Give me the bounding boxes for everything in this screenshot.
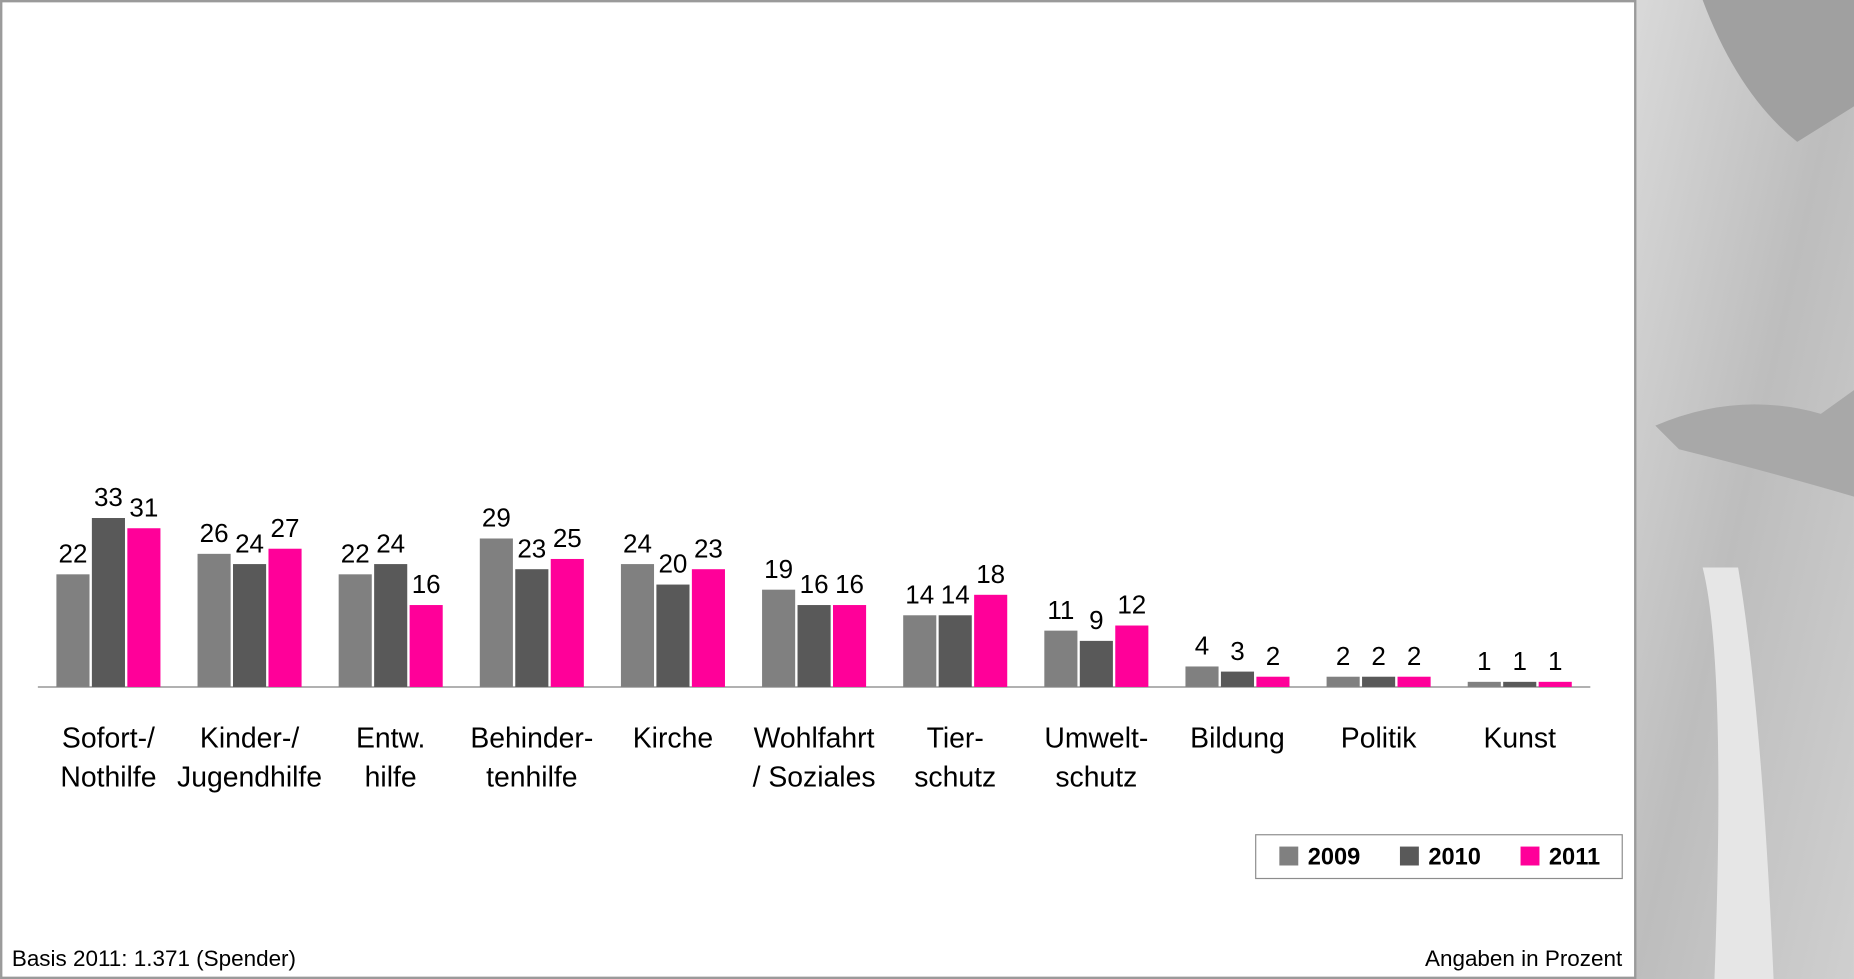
value-label: 16 — [412, 569, 441, 599]
legend-label: 2010 — [1428, 844, 1481, 870]
value-label: 1 — [1513, 646, 1527, 676]
x-tick-label-line: Nothilfe — [60, 761, 156, 793]
bar — [1221, 672, 1254, 687]
x-tick-label: Kirche — [633, 722, 713, 754]
value-label: 16 — [835, 569, 864, 599]
legend-label: 2011 — [1549, 844, 1600, 870]
bar — [1539, 682, 1572, 687]
bar — [798, 605, 831, 687]
x-tick-label-line: schutz — [914, 761, 996, 793]
bar — [1185, 666, 1218, 686]
legend-swatch — [1279, 847, 1298, 866]
value-label: 31 — [129, 492, 158, 522]
bar — [939, 615, 972, 687]
bar — [551, 559, 584, 687]
screen: Basis 2011: 1.371 (Spender) Angaben in P… — [0, 0, 1854, 979]
bar — [374, 564, 407, 687]
value-label: 24 — [376, 528, 405, 558]
bar — [480, 538, 513, 686]
value-label: 27 — [271, 513, 300, 543]
bar — [1256, 677, 1289, 687]
bar — [903, 615, 936, 687]
value-label: 2 — [1336, 641, 1350, 671]
value-label: 3 — [1230, 636, 1244, 666]
value-label: 2 — [1407, 641, 1421, 671]
value-label: 22 — [58, 538, 87, 568]
x-tick-label-line: tenhilfe — [486, 761, 577, 793]
footnote: Basis 2011: 1.371 (Spender) — [12, 946, 296, 971]
value-label: 25 — [553, 523, 582, 553]
bar — [1398, 677, 1431, 687]
bar — [1044, 631, 1077, 687]
bar — [1327, 677, 1360, 687]
bar — [762, 590, 795, 687]
bar — [56, 574, 89, 687]
footnote: Angaben in Prozent — [1425, 946, 1623, 971]
x-tick-label-line: Jugendhilfe — [177, 761, 322, 793]
bar — [833, 605, 866, 687]
bar — [233, 564, 266, 687]
bar — [1115, 626, 1148, 687]
value-label: 26 — [200, 518, 229, 548]
bar — [1503, 682, 1536, 687]
x-tick-label-line: Kunst — [1483, 722, 1556, 754]
x-tick-label-line: Tier- — [927, 722, 984, 754]
legend-swatch — [1400, 847, 1419, 866]
bar — [621, 564, 654, 687]
value-label: 29 — [482, 503, 511, 533]
value-label: 20 — [658, 549, 687, 579]
x-tick-label-line: hilfe — [365, 761, 417, 793]
slide-frame — [1, 1, 1635, 978]
x-tick-label: Kunst — [1483, 722, 1556, 754]
value-label: 11 — [1047, 595, 1074, 625]
x-tick-label-line: / Soziales — [753, 761, 876, 793]
x-tick-label: Bildung — [1190, 722, 1285, 754]
value-label: 24 — [623, 528, 652, 558]
bar — [1362, 677, 1395, 687]
value-label: 19 — [764, 554, 793, 584]
bar — [1080, 641, 1113, 687]
x-tick-label-line: Kinder-/ — [200, 722, 299, 754]
value-label: 18 — [976, 559, 1005, 589]
value-label: 1 — [1548, 646, 1562, 676]
x-tick-label-line: Kirche — [633, 722, 713, 754]
value-label: 16 — [800, 569, 829, 599]
bar — [127, 528, 160, 687]
x-tick-label-line: Sofort-/ — [62, 722, 155, 754]
bar — [692, 569, 725, 687]
value-label: 1 — [1477, 646, 1491, 676]
bar — [339, 574, 372, 687]
x-tick-label-line: Politik — [1341, 722, 1417, 754]
x-tick-label-line: Bildung — [1190, 722, 1285, 754]
bar — [515, 569, 548, 687]
bar — [974, 595, 1007, 687]
bar — [656, 585, 689, 687]
value-label: 14 — [905, 579, 934, 609]
x-tick-label-line: schutz — [1055, 761, 1137, 793]
value-label: 33 — [94, 482, 123, 512]
bar — [410, 605, 443, 687]
value-label: 24 — [235, 528, 264, 558]
bar — [92, 518, 125, 687]
bar — [198, 554, 231, 687]
legend-label: 2009 — [1308, 844, 1361, 870]
x-tick-label-line: Behinder- — [470, 722, 593, 754]
value-label: 14 — [941, 579, 970, 609]
value-label: 23 — [694, 533, 723, 563]
value-label: 2 — [1266, 641, 1280, 671]
value-label: 4 — [1195, 631, 1209, 661]
value-label: 12 — [1117, 590, 1146, 620]
bar — [1468, 682, 1501, 687]
x-tick-label: Politik — [1341, 722, 1417, 754]
x-tick-label-line: Umwelt- — [1044, 722, 1148, 754]
x-tick-label-line: Wohlfahrt — [754, 722, 875, 754]
bar — [268, 549, 301, 687]
value-label: 9 — [1089, 605, 1103, 635]
x-tick-label-line: Entw. — [356, 722, 425, 754]
value-label: 2 — [1371, 641, 1385, 671]
value-label: 22 — [341, 538, 370, 568]
value-label: 23 — [517, 533, 546, 563]
legend-swatch — [1521, 847, 1540, 866]
